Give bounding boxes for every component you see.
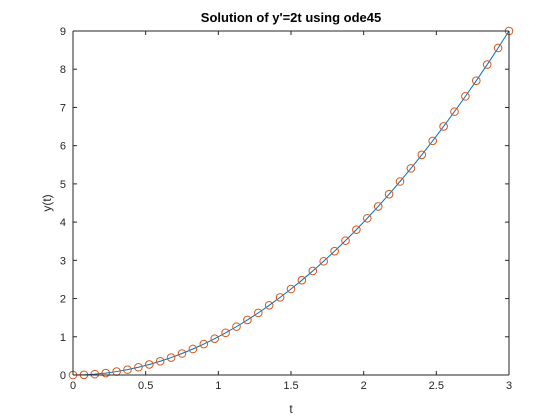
data-point-marker	[482, 60, 492, 69]
chart-title: Solution of y'=2t using ode45	[201, 10, 381, 25]
data-point-marker	[155, 356, 165, 366]
data-point-marker	[373, 202, 383, 211]
x-tick-label: 2.5	[429, 380, 444, 392]
y-tick-label: 4	[60, 217, 66, 229]
data-layer	[68, 26, 514, 380]
x-tick-label: 0.5	[138, 380, 153, 392]
y-tick-label: 2	[60, 294, 66, 306]
data-point-marker	[101, 368, 110, 378]
plot-area	[73, 31, 509, 375]
y-tick-label: 9	[60, 26, 66, 38]
data-point-marker	[199, 339, 209, 349]
data-point-marker	[275, 293, 285, 302]
data-point-marker	[166, 353, 176, 362]
data-point-marker	[243, 315, 252, 325]
y-tick-label: 0	[60, 370, 66, 382]
data-point-marker	[123, 365, 132, 374]
data-point-marker	[439, 122, 448, 131]
data-point-marker	[493, 43, 503, 53]
data-point-marker	[472, 76, 481, 85]
data-point-marker	[134, 362, 143, 372]
y-tick-label: 7	[60, 102, 66, 114]
data-point-marker	[395, 177, 405, 186]
data-point-marker	[145, 360, 154, 369]
data-point-marker	[297, 275, 307, 285]
data-point-marker	[461, 92, 470, 101]
data-point-marker	[384, 189, 394, 199]
data-point-marker	[177, 349, 187, 358]
data-point-marker	[352, 225, 361, 234]
data-point-marker	[417, 150, 427, 160]
data-point-marker	[221, 328, 230, 338]
data-point-marker	[308, 266, 318, 276]
x-tick-label: 3	[506, 380, 512, 392]
x-axis-label: t	[289, 402, 293, 416]
y-tick-label: 1	[60, 332, 66, 344]
y-tick-label: 5	[60, 179, 66, 191]
x-tick-label: 2	[361, 380, 367, 392]
ticks-layer: 0 0.5 1 1.5 2 2.5 3 0 1 2 3 4 5 6 7 8 9	[60, 26, 512, 392]
data-point-marker	[450, 107, 459, 116]
data-point-marker	[188, 344, 198, 354]
data-point-marker	[264, 301, 274, 310]
y-tick-label: 8	[60, 64, 66, 76]
data-point-marker	[232, 322, 241, 331]
data-point-marker	[428, 136, 438, 146]
x-tick-label: 0	[70, 380, 76, 392]
data-point-marker	[319, 256, 329, 266]
x-tick-label: 1.5	[283, 380, 298, 392]
data-point-marker	[341, 236, 350, 245]
y-axis-label: y(t)	[40, 194, 54, 211]
x-tick-label: 1	[215, 380, 221, 392]
data-point-marker	[253, 308, 263, 318]
data-point-marker	[363, 213, 372, 223]
data-point-marker	[406, 164, 416, 173]
data-point-marker	[330, 246, 339, 256]
data-point-marker	[90, 369, 100, 379]
data-point-marker	[210, 334, 219, 343]
y-tick-label: 3	[60, 255, 66, 267]
y-tick-label: 6	[60, 141, 66, 153]
data-point-marker	[286, 284, 296, 294]
